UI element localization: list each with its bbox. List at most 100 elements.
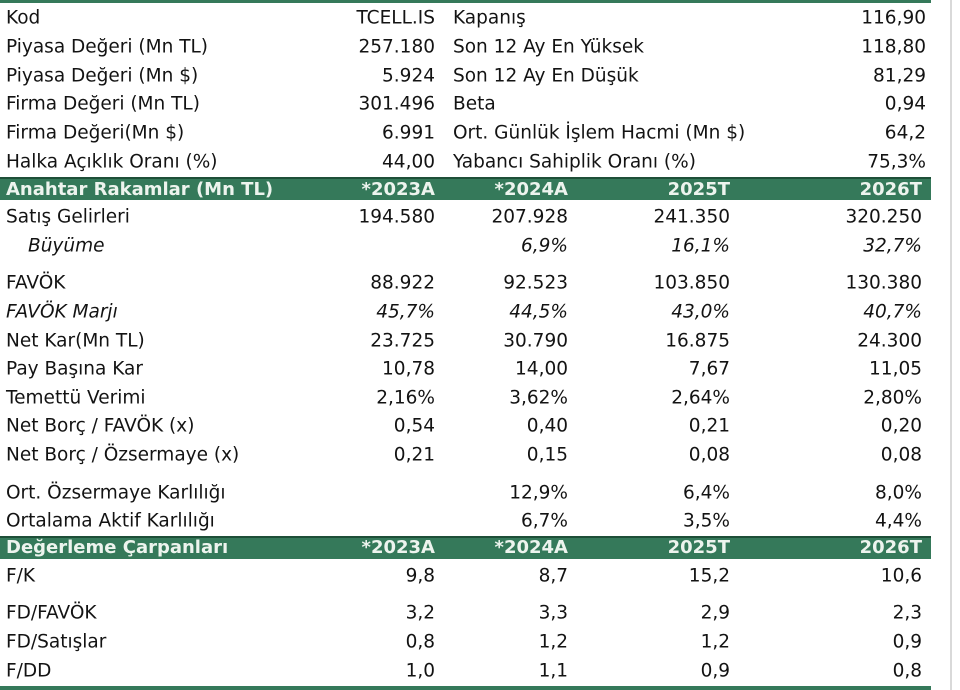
column-header: *2023A <box>361 178 435 200</box>
info-value: 301.496 <box>358 93 435 115</box>
metric-value: 194.580 <box>358 206 435 228</box>
metric-value: 40,7% <box>863 301 922 323</box>
metric-value: 3,3 <box>538 602 568 624</box>
metric-value: 1,2 <box>700 631 730 653</box>
metric-value: 1,0 <box>405 660 435 682</box>
info-row: Halka Açıklık Oranı (%) 44,00 Yabancı Sahi… <box>0 147 931 176</box>
column-header: *2023A <box>361 537 435 559</box>
section-title: Değerleme Çarpanları <box>6 537 229 559</box>
info-label: Piyasa Değeri (Mn $) <box>6 65 199 87</box>
metric-row: Net Borç / Özsermaye (x) 0,21 0,15 0,08 0,08 <box>0 441 931 470</box>
metric-value: 23.725 <box>370 330 435 352</box>
metric-value: 16.875 <box>665 330 730 352</box>
metric-label: F/K <box>6 565 36 587</box>
metric-value: 0,9 <box>700 660 730 682</box>
metric-value: 1,2 <box>538 631 568 653</box>
info-label: Firma Değeri(Mn $) <box>6 122 185 144</box>
column-header: *2024A <box>494 537 568 559</box>
column-header: *2024A <box>494 178 568 200</box>
metric-value: 8,7 <box>538 565 568 587</box>
metric-row: F/K 9,8 8,7 15,2 10,6 <box>0 562 931 591</box>
metric-value: 32,7% <box>863 235 922 257</box>
info-label: Son 12 Ay En Düşük <box>453 65 639 87</box>
info-value: 6.991 <box>382 122 435 144</box>
metric-row: FD/FAVÖK 3,2 3,3 2,9 2,3 <box>0 599 931 628</box>
info-value: 75,3% <box>867 151 926 173</box>
metric-value: 3,2 <box>405 602 435 624</box>
metric-row: Net Borç / FAVÖK (x) 0,54 0,40 0,21 0,20 <box>0 412 931 441</box>
metric-row: FAVÖK 88.922 92.523 103.850 130.380 <box>0 269 931 298</box>
metric-value: 15,2 <box>688 565 730 587</box>
metric-label: Satış Gelirleri <box>6 206 130 228</box>
metric-value: 45,7% <box>376 301 435 323</box>
metric-value: 0,54 <box>393 415 435 437</box>
metric-label: F/DD <box>6 660 52 682</box>
metric-value: 6,4% <box>683 482 730 504</box>
metric-value: 4,4% <box>875 510 922 532</box>
metric-value: 0,8 <box>405 631 435 653</box>
metric-row: Temettü Verimi 2,16% 3,62% 2,64% 2,80% <box>0 384 931 413</box>
info-value: 64,2 <box>884 122 926 144</box>
data-sections: Anahtar Rakamlar (Mn TL) *2023A *2024A 2025… <box>0 177 931 685</box>
metric-value: 6,9% <box>521 235 568 257</box>
metric-value: 0,08 <box>688 444 730 466</box>
metric-value: 2,3 <box>892 602 922 624</box>
info-row: Kod TCELL.IS Kapanış 116,90 <box>0 4 931 33</box>
metric-value: 12,9% <box>509 482 568 504</box>
metric-value: 3,62% <box>509 387 568 409</box>
metric-value: 2,64% <box>671 387 730 409</box>
metric-label: Pay Başına Kar <box>6 358 143 380</box>
window-edge-line <box>950 0 952 690</box>
metric-label: FD/FAVÖK <box>6 602 97 624</box>
info-value: TCELL.IS <box>356 7 435 29</box>
metric-row: Pay Başına Kar 10,78 14,00 7,67 11,05 <box>0 355 931 384</box>
column-header: 2026T <box>859 178 922 200</box>
metric-row: Satış Gelirleri 194.580 207.928 241.350 320.… <box>0 203 931 232</box>
info-label: Kod <box>6 7 41 29</box>
metric-row: FD/Satışlar 0,8 1,2 1,2 0,9 <box>0 628 931 657</box>
metric-value: 0,8 <box>892 660 922 682</box>
info-label: Ort. Günlük İşlem Hacmi (Mn $) <box>453 122 746 144</box>
metric-row: F/DD 1,0 1,1 0,9 0,8 <box>0 656 931 685</box>
info-label: Kapanış <box>453 7 526 29</box>
metric-value: 44,5% <box>509 301 568 323</box>
metric-value: 2,9 <box>700 602 730 624</box>
info-row: Piyasa Değeri (Mn $) 5.924 Son 12 Ay En Dü… <box>0 61 931 90</box>
metric-label: Net Borç / FAVÖK (x) <box>6 415 195 437</box>
info-row: Piyasa Değeri (Mn TL) 257.180 Son 12 Ay En… <box>0 33 931 62</box>
metric-value: 0,20 <box>880 415 922 437</box>
metric-value: 207.928 <box>491 206 568 228</box>
metric-value: 241.350 <box>653 206 730 228</box>
metric-value: 24.300 <box>857 330 922 352</box>
info-value: 257.180 <box>358 36 435 58</box>
info-label: Halka Açıklık Oranı (%) <box>6 151 218 173</box>
metric-label: FAVÖK Marjı <box>6 301 118 323</box>
metric-value: 10,78 <box>382 358 435 380</box>
info-value: 116,90 <box>861 7 926 29</box>
column-header: 2025T <box>667 537 730 559</box>
metric-value: 14,00 <box>515 358 568 380</box>
metric-value: 16,1% <box>671 235 730 257</box>
metric-value: 103.850 <box>653 272 730 294</box>
metric-label: FAVÖK <box>6 272 66 294</box>
info-label: Piyasa Değeri (Mn TL) <box>6 36 209 58</box>
section-title: Anahtar Rakamlar (Mn TL) <box>6 178 274 200</box>
metric-value: 130.380 <box>845 272 922 294</box>
metric-label: Ortalama Aktif Karlılığı <box>6 510 215 532</box>
metric-value: 0,21 <box>688 415 730 437</box>
section-header-bar: Anahtar Rakamlar (Mn TL) *2023A *2024A 2025… <box>0 177 931 200</box>
info-value: 44,00 <box>382 151 435 173</box>
metric-value: 88.922 <box>370 272 435 294</box>
metric-value: 3,5% <box>683 510 730 532</box>
metric-value: 30.790 <box>503 330 568 352</box>
metric-label: Net Borç / Özsermaye (x) <box>6 444 240 466</box>
metric-value: 8,0% <box>875 482 922 504</box>
metric-label: FD/Satışlar <box>6 631 107 653</box>
metric-value: 0,21 <box>393 444 435 466</box>
info-label: Yabancı Sahiplik Oranı (%) <box>453 151 696 173</box>
metric-value: 1,1 <box>538 660 568 682</box>
section-header-bar: Değerleme Çarpanları *2023A *2024A 2025T 202… <box>0 535 931 559</box>
metric-row: Büyüme 6,9% 16,1% 32,7% <box>0 232 931 261</box>
metric-value: 7,67 <box>688 358 730 380</box>
metric-value: 0,9 <box>892 631 922 653</box>
